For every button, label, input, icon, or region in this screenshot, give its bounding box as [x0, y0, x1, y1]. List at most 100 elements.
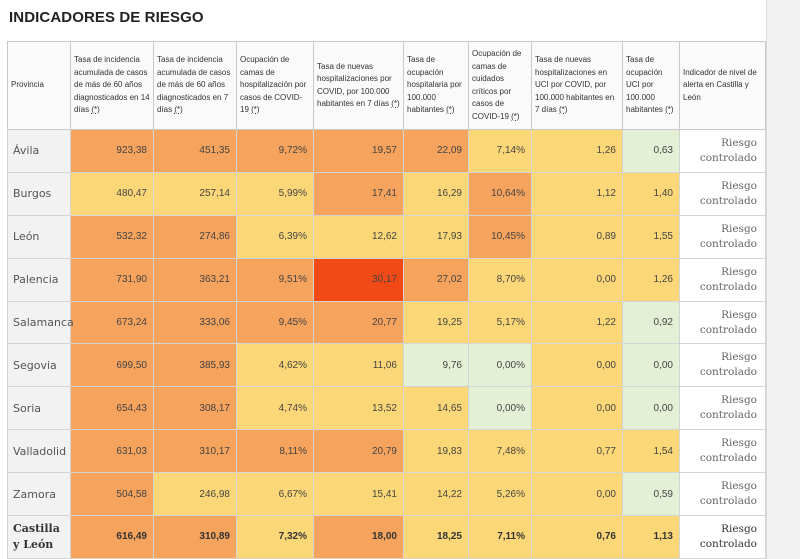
indicator-value-cell: 19,57: [313, 129, 404, 173]
indicator-value-cell: 6,67%: [236, 472, 314, 517]
alert-level-cell: Riesgo controlado: [679, 343, 766, 388]
table-row: Ávila 923,38 451,35 9,72% 19,57 22,09 7,14% 1,2…: [7, 129, 766, 173]
indicator-value-cell: 4,74%: [236, 386, 314, 431]
indicator-value-cell: 0,00: [531, 257, 623, 302]
indicator-value-cell: 5,17%: [468, 300, 532, 345]
indicator-value-cell: 15,41: [313, 472, 404, 517]
table-row: Zamora 504,58 246,98 6,67% 15,41 14,22 5,26% 0,…: [7, 472, 766, 517]
indicator-value-cell: 0,63: [622, 129, 680, 173]
indicator-value-cell: 1,54: [622, 429, 680, 474]
alert-level-text: controlado: [699, 495, 757, 508]
indicator-value-cell: 22,09: [403, 129, 469, 173]
indicator-value-cell: 532,32: [70, 214, 154, 259]
alert-level-cell: Riesgo controlado: [679, 472, 766, 517]
indicator-value-cell: 17,93: [403, 214, 469, 259]
province-name: Soria: [7, 386, 71, 431]
indicator-value-cell: 0,76: [531, 515, 623, 559]
col-header-critical-care-occupancy: Ocupación de camas de cuidados críticos …: [468, 41, 532, 130]
indicator-value-cell: 6,39%: [236, 214, 314, 259]
alert-level-text: Riesgo: [721, 222, 757, 235]
alert-level-text: controlado: [699, 537, 757, 550]
footnote-link[interactable]: (*): [391, 99, 400, 108]
indicator-value-cell: 673,24: [70, 300, 154, 345]
indicator-value-cell: 4,62%: [236, 343, 314, 388]
footnote-link[interactable]: (*): [446, 105, 455, 115]
indicator-value-cell: 17,41: [313, 171, 404, 216]
indicator-value-cell: 18,25: [403, 515, 469, 559]
indicator-value-cell: 1,22: [531, 300, 623, 345]
col-header-incidence-14d: Tasa de incidencia acumulada de casos de…: [70, 41, 154, 130]
indicator-value-cell: 731,90: [70, 257, 154, 302]
indicator-value-cell: 13,52: [313, 386, 404, 431]
table-row-total: Castilla y León 616,49 310,89 7,32% 18,00 18,…: [7, 515, 766, 559]
indicator-value-cell: 10,64%: [468, 171, 532, 216]
col-header-new-hospitalizations: Tasa de nuevas hospitalizaciones por COV…: [313, 41, 404, 130]
alert-level-text: controlado: [699, 280, 757, 293]
province-name: Ávila: [7, 129, 71, 173]
alert-level-text: controlado: [699, 237, 757, 250]
table-header-row: Provincia Tasa de incidencia acumulada d…: [7, 41, 766, 130]
province-name: Burgos: [7, 171, 71, 216]
alert-level-text: controlado: [699, 323, 757, 336]
indicator-value-cell: 274,86: [153, 214, 237, 259]
indicator-value-cell: 0,77: [531, 429, 623, 474]
alert-level-cell: Riesgo controlado: [679, 515, 766, 559]
table-row: Segovia 699,50 385,93 4,62% 11,06 9,76 0,00% 0,…: [7, 343, 766, 388]
footnote-link[interactable]: (*): [559, 105, 568, 115]
province-name: Segovia: [7, 343, 71, 388]
alert-level-cell: Riesgo controlado: [679, 171, 766, 216]
indicator-value-cell: 0,59: [622, 472, 680, 517]
alert-level-cell: Riesgo controlado: [679, 129, 766, 173]
alert-level-text: Riesgo: [721, 308, 757, 321]
table-body: Ávila 923,38 451,35 9,72% 19,57 22,09 7,14% 1,2…: [7, 129, 766, 559]
alert-level-text: controlado: [699, 194, 757, 207]
indicator-value-cell: 11,06: [313, 343, 404, 388]
province-name: León: [7, 214, 71, 259]
indicator-value-cell: 8,11%: [236, 429, 314, 474]
indicator-value-cell: 308,17: [153, 386, 237, 431]
indicator-value-cell: 333,06: [153, 300, 237, 345]
col-header-hospital-occupancy-rate: Tasa de ocupación hospitalaria por 100.0…: [403, 41, 469, 130]
indicator-value-cell: 1,40: [622, 171, 680, 216]
footnote-link[interactable]: (*): [91, 105, 100, 115]
page-title: INDICADORES DE RIESGO: [9, 9, 204, 26]
indicator-value-cell: 14,65: [403, 386, 469, 431]
indicator-value-cell: 1,55: [622, 214, 680, 259]
indicator-value-cell: 27,02: [403, 257, 469, 302]
indicator-value-cell: 9,72%: [236, 129, 314, 173]
indicator-value-cell: 1,26: [622, 257, 680, 302]
indicator-value-cell: 480,47: [70, 171, 154, 216]
indicator-value-cell: 0,00%: [468, 343, 532, 388]
alert-level-cell: Riesgo controlado: [679, 257, 766, 302]
indicator-value-cell: 451,35: [153, 129, 237, 173]
province-name: Salamanca: [7, 300, 74, 345]
indicator-value-cell: 19,83: [403, 429, 469, 474]
indicator-value-cell: 0,00: [531, 386, 623, 431]
alert-level-text: Riesgo: [721, 351, 757, 364]
col-header-icu-occupancy-rate: Tasa de ocupación UCI por 100.000 habita…: [622, 41, 680, 130]
table-row: Burgos 480,47 257,14 5,99% 17,41 16,29 10,64% 1…: [7, 171, 766, 216]
indicator-value-cell: 5,99%: [236, 171, 314, 216]
indicator-value-cell: 0,00: [531, 343, 623, 388]
footnote-link[interactable]: (*): [511, 111, 520, 121]
indicator-value-cell: 30,17: [313, 257, 404, 302]
footnote-link[interactable]: (*): [251, 105, 260, 115]
indicator-value-cell: 310,89: [153, 515, 237, 559]
col-header-incidence-7d: Tasa de incidencia acumulada de casos de…: [153, 41, 237, 130]
indicator-value-cell: 1,26: [531, 129, 623, 173]
alert-level-text: Riesgo: [721, 136, 757, 149]
footnote-link[interactable]: (*): [174, 105, 183, 115]
indicator-value-cell: 385,93: [153, 343, 237, 388]
footnote-link[interactable]: (*): [665, 105, 674, 115]
col-header-bed-occupancy: Ocupación de camas de hospitalización po…: [236, 41, 314, 130]
indicator-value-cell: 5,26%: [468, 472, 532, 517]
indicator-value-cell: 0,00%: [468, 386, 532, 431]
indicator-value-cell: 923,38: [70, 129, 154, 173]
indicator-value-cell: 246,98: [153, 472, 237, 517]
sidebar-scroll-area: [766, 0, 800, 559]
indicator-value-cell: 10,45%: [468, 214, 532, 259]
indicator-value-cell: 7,32%: [236, 515, 314, 559]
table-row: Palencia 731,90 363,21 9,51% 30,17 27,02 8,70%…: [7, 257, 766, 302]
col-header-new-icu-hospitalizations: Tasa de nuevas hospitalizaciones en UCI …: [531, 41, 623, 130]
province-name: Valladolid: [7, 429, 71, 474]
